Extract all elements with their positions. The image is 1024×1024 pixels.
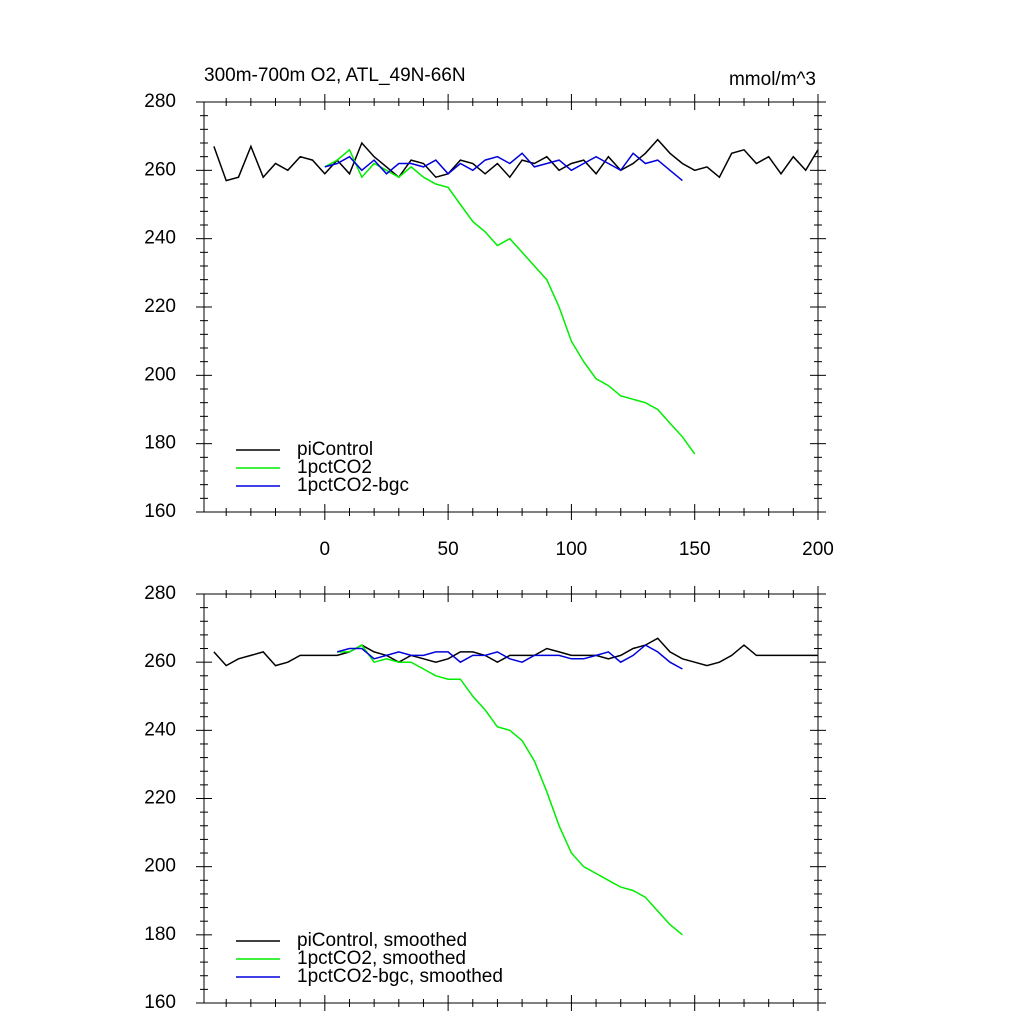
y-tick-label: 220	[144, 296, 176, 317]
legend-label: piControl, smoothed	[297, 930, 467, 951]
series-line	[213, 637, 818, 667]
legend-label: 1pctCO2, smoothed	[297, 948, 466, 969]
x-tick-label: 200	[802, 539, 834, 560]
x-tick-label: 0	[320, 539, 331, 560]
legend-label: 1pctCO2-bgc, smoothed	[297, 966, 503, 987]
y-tick-label: 260	[144, 159, 176, 180]
y-tick-label: 180	[144, 433, 176, 454]
y-tick-label: 260	[144, 651, 176, 672]
series-line	[337, 644, 683, 670]
y-tick-label: 240	[144, 719, 176, 740]
x-tick-label: 150	[679, 539, 711, 560]
y-tick-label: 280	[144, 91, 176, 112]
series-line	[337, 644, 683, 936]
legend-label: piControl	[297, 439, 373, 460]
series-line	[324, 148, 696, 455]
series-line	[324, 152, 683, 182]
y-tick-label: 160	[144, 501, 176, 522]
chart-title: 300m-700m O2, ATL_49N-66N	[204, 65, 466, 86]
y-tick-label: 180	[144, 924, 176, 945]
y-tick-label: 240	[144, 228, 176, 249]
y-tick-label: 200	[144, 364, 176, 385]
legend-label: 1pctCO2	[297, 457, 372, 478]
y-tick-label: 220	[144, 788, 176, 809]
series-line	[213, 138, 819, 182]
legend-label: 1pctCO2-bgc	[297, 475, 409, 496]
units-label: mmol/m^3	[729, 69, 816, 90]
y-tick-label: 160	[144, 992, 176, 1013]
y-tick-label: 200	[144, 856, 176, 877]
x-tick-label: 100	[556, 539, 588, 560]
x-tick-label: 50	[438, 539, 459, 560]
y-tick-label: 280	[144, 583, 176, 604]
